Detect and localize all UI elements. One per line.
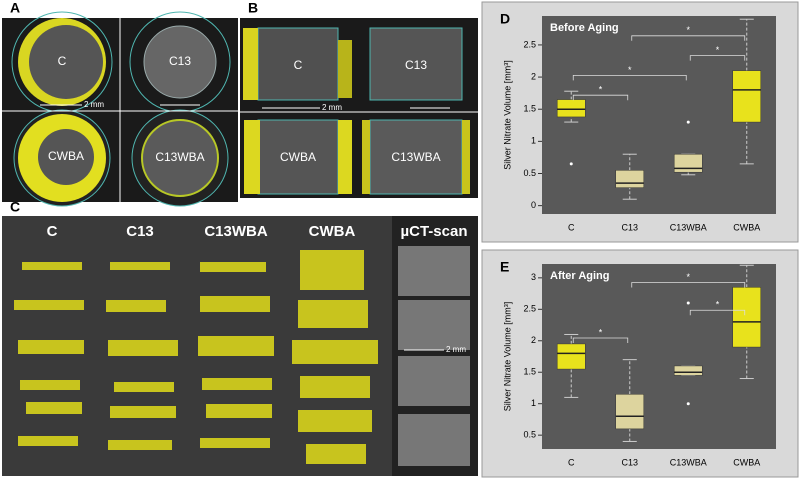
outlier xyxy=(686,301,690,305)
box xyxy=(732,287,762,348)
sample-label: CWBA xyxy=(280,150,316,164)
box xyxy=(615,170,645,188)
y-tick-label: 2.5 xyxy=(523,39,536,49)
y-tick-label: 1 xyxy=(531,398,536,408)
chart-title: Before Aging xyxy=(550,22,619,34)
significance-bracket xyxy=(689,309,746,316)
sample-label: CWBA xyxy=(48,149,84,163)
panel-label: A xyxy=(10,0,20,16)
significance-label: * xyxy=(686,25,690,35)
sample-label: C xyxy=(58,54,67,68)
panel-label: D xyxy=(500,11,510,27)
significance-label: * xyxy=(716,300,720,310)
scale-label: 2 mm xyxy=(322,103,342,112)
panel-b: B C C13 CWBA C13WBA 2 mm xyxy=(240,0,478,198)
panel-c: C C C13 C13WBA CWBA µCT-scan 2 mm xyxy=(2,199,478,476)
significance-label: * xyxy=(716,45,720,55)
scale-label: 2 mm xyxy=(446,345,466,354)
panel-label: C xyxy=(10,199,20,215)
box xyxy=(673,153,703,173)
significance-label: * xyxy=(599,327,603,337)
y-tick-label: 3 xyxy=(531,272,536,282)
sample-label: C13WBA xyxy=(204,223,268,240)
panel-label: E xyxy=(500,259,509,275)
y-tick-label: 0.5 xyxy=(523,168,536,178)
y-tick-label: 1.5 xyxy=(523,367,536,377)
scale-label: 2 mm xyxy=(84,100,104,109)
y-axis-label: Silver Nitrate Volume [mm³] xyxy=(502,302,512,412)
significance-label: * xyxy=(628,65,632,75)
chart-title: After Aging xyxy=(550,270,609,282)
y-tick-label: 2.5 xyxy=(523,304,536,314)
x-tick-label: CWBA xyxy=(733,457,760,467)
x-tick-label: C13 xyxy=(621,222,638,232)
box xyxy=(556,99,586,118)
significance-bracket xyxy=(689,55,746,61)
significance-label: * xyxy=(599,85,603,95)
x-tick-label: C13 xyxy=(621,457,638,467)
x-tick-label: C xyxy=(568,222,575,232)
significance-bracket xyxy=(572,75,687,81)
outlier xyxy=(569,162,573,166)
y-tick-label: 2 xyxy=(531,335,536,345)
significance-bracket xyxy=(631,282,746,288)
significance-bracket xyxy=(572,94,629,101)
box xyxy=(732,70,762,123)
sample-label: C xyxy=(47,223,58,240)
y-tick-label: 1 xyxy=(531,136,536,146)
significance-bracket xyxy=(631,35,746,41)
sample-label: C13 xyxy=(405,58,427,72)
y-tick-label: 0 xyxy=(531,200,536,210)
significance-label: * xyxy=(686,272,690,282)
x-tick-label: CWBA xyxy=(733,222,760,232)
significance-bracket xyxy=(572,337,629,343)
y-tick-label: 0.5 xyxy=(523,430,536,440)
sample-label: C13WBA xyxy=(391,150,440,164)
box xyxy=(673,365,703,376)
x-tick-label: C xyxy=(568,457,575,467)
panel-a: A C C13 CWBA C13WBA 2 mm xyxy=(2,0,238,207)
box xyxy=(556,343,586,370)
sample-label: CWBA xyxy=(309,223,356,240)
panel-label: B xyxy=(248,0,258,16)
x-tick-label: C13WBA xyxy=(670,457,707,467)
outlier xyxy=(686,402,690,406)
sample-label: µCT-scan xyxy=(401,223,468,240)
sample-label: C13 xyxy=(169,54,191,68)
y-tick-label: 2 xyxy=(531,71,536,81)
y-axis-label: Silver Nitrate Volume [mm³] xyxy=(502,60,512,170)
sample-label: C13WBA xyxy=(155,150,204,164)
y-tick-label: 1.5 xyxy=(523,104,536,114)
box xyxy=(615,394,645,430)
sample-label: C13 xyxy=(126,223,154,240)
x-tick-label: C13WBA xyxy=(670,222,707,232)
sample-label: C xyxy=(294,58,303,72)
outlier xyxy=(686,120,690,124)
